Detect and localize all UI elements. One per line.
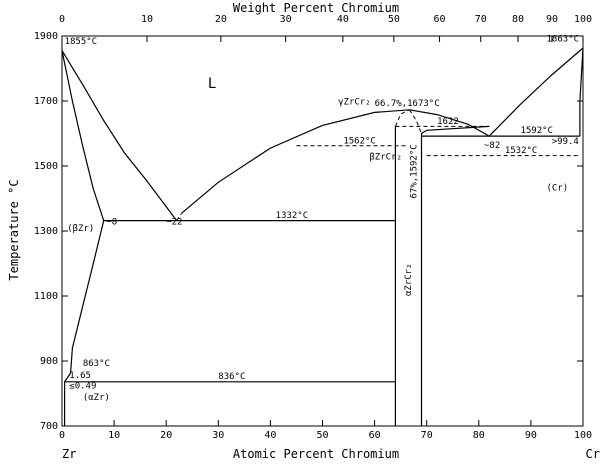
y-tick-label: 1500	[34, 161, 58, 172]
annotation-label: 66.7%,1673°C	[375, 99, 440, 109]
top-axis-title: Weight Percent Chromium	[233, 1, 399, 15]
annotation-label: 1863°C	[547, 35, 580, 45]
top-tick-label: 80	[512, 14, 524, 25]
annotation-label: 863°C	[83, 359, 110, 369]
phase-boundary-alphazr-solvus	[63, 372, 72, 426]
annotation-label: γZrCr₂	[338, 97, 371, 107]
y-tick-label: 900	[40, 356, 58, 367]
phase-boundary-dashed-laves-field-left	[394, 109, 410, 127]
bottom-tick-label: 50	[316, 430, 328, 441]
bottom-tick-label: 30	[212, 430, 224, 441]
annotation-label: L	[208, 76, 216, 92]
phase-lines-layer	[61, 47, 584, 426]
phase-boundary-solvus-betazr	[70, 220, 105, 374]
top-tick-label: 70	[475, 14, 487, 25]
top-tick-label: 100	[574, 14, 592, 25]
annotation-label: 1.65	[69, 371, 91, 381]
annotation-label: ~8	[106, 218, 117, 228]
annotation-label: (βZr)	[67, 224, 94, 234]
y-tick-label: 1300	[34, 226, 58, 237]
phase-boundary-solidus-betazr	[61, 50, 105, 221]
phase-boundary-dashed-laves-field-right	[409, 109, 422, 134]
annotation-label: ~22	[166, 218, 182, 228]
phase-boundary-liquidus-laves	[181, 109, 490, 214]
annotation-label: 1332°C	[276, 211, 309, 221]
top-tick-label: 40	[337, 14, 349, 25]
bottom-tick-label: 0	[59, 430, 65, 441]
annotation-label: 1592°C	[520, 126, 553, 136]
annotation-label: >99.4	[552, 137, 579, 147]
phase-boundary-liquidus-zr-side	[61, 50, 178, 221]
plot-frame	[61, 35, 584, 427]
annotation-label: 1562°C	[343, 136, 376, 146]
top-tick-label: 50	[388, 14, 400, 25]
left-element-label: Zr	[62, 447, 76, 461]
annotation-label: 1532°C	[505, 146, 538, 156]
y-tick-label: 1700	[34, 96, 58, 107]
bottom-tick-label: 10	[108, 430, 120, 441]
y-tick-label: 700	[40, 421, 58, 432]
bottom-tick-label: 100	[574, 430, 592, 441]
bottom-tick-label: 60	[369, 430, 381, 441]
annotation-label: αZrCr₂	[404, 263, 414, 296]
bottom-tick-label: 80	[473, 430, 485, 441]
bottom-tick-label: 40	[264, 430, 276, 441]
phase-boundary-solidus-cr	[579, 47, 584, 137]
top-tick-label: 60	[434, 14, 446, 25]
axes-layer: 0 10 20 30 40 50 60 70 80 90 100 0 10 20 30 40 50 60 70 80 9…	[34, 14, 592, 441]
phase-boundary-liquidus-cr-side	[488, 47, 584, 137]
y-tick-label: 1900	[34, 31, 58, 42]
right-element-label: Cr	[586, 447, 600, 461]
annotation-label: (αZr)	[83, 393, 110, 403]
phase-boundary-alpha-laves-right	[420, 125, 490, 426]
top-tick-label: 20	[215, 14, 227, 25]
annotation-label: 836°C	[218, 372, 245, 382]
annotation-label: 1855°C	[65, 37, 98, 47]
annotation-label: 67%,1592°C	[409, 144, 419, 198]
y-axis-title: Temperature °C	[7, 179, 21, 280]
annotation-label: ~82	[484, 141, 500, 151]
annotation-label: (Cr)	[547, 183, 569, 193]
top-tick-label: 90	[546, 14, 558, 25]
annotation-label: βZrCr₂	[369, 153, 402, 163]
bottom-tick-label: 20	[160, 430, 172, 441]
y-tick-label: 1100	[34, 291, 58, 302]
bottom-tick-label: 70	[421, 430, 433, 441]
annotation-label: 1622	[437, 117, 459, 127]
bottom-tick-label: 90	[525, 430, 537, 441]
top-tick-label: 0	[59, 14, 65, 25]
annotation-label: ≤0.49	[69, 382, 96, 392]
phase-boundary-dashed-liquidus-gap	[176, 212, 183, 221]
top-tick-label: 10	[141, 14, 153, 25]
bottom-axis-title: Atomic Percent Chromium	[233, 447, 399, 461]
top-tick-label: 30	[280, 14, 292, 25]
